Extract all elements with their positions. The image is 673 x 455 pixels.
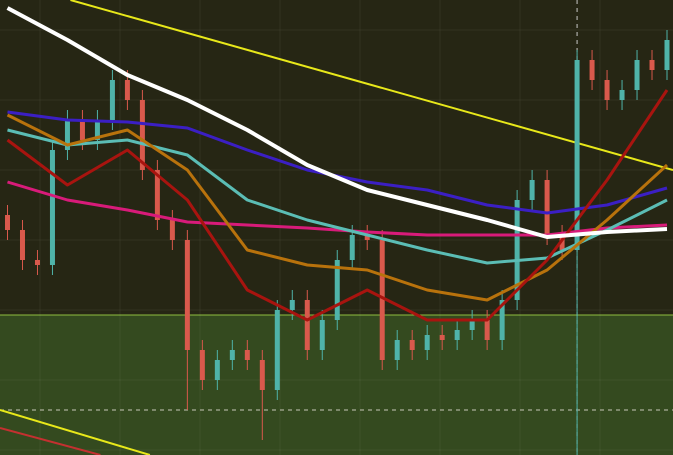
candle-body — [499, 300, 505, 340]
candle-body — [139, 100, 145, 170]
candle-body — [454, 330, 460, 340]
candle-body — [544, 180, 550, 235]
candle-body — [574, 60, 580, 250]
candle-body — [649, 60, 655, 70]
candle-body — [334, 260, 340, 320]
candle-body — [349, 235, 355, 260]
moving-average — [7, 180, 668, 237]
candle-body — [34, 260, 40, 265]
candle-body — [424, 335, 430, 350]
candle-body — [304, 300, 310, 350]
candle-body — [439, 335, 445, 340]
candle-body — [19, 230, 25, 260]
candle-body — [529, 180, 535, 200]
candle-body — [259, 360, 265, 390]
candle-body — [64, 120, 70, 150]
candle-body — [394, 340, 400, 360]
candle-body — [484, 320, 490, 340]
candle-body — [289, 300, 295, 310]
candle-body — [664, 40, 670, 70]
candle-body — [4, 215, 10, 230]
candle-body — [469, 320, 475, 330]
moving-average — [6, 89, 669, 322]
candle-body — [634, 60, 640, 90]
trendline — [0, 427, 101, 455]
candle-body — [184, 240, 190, 350]
candle-body — [589, 60, 595, 80]
candle-body — [214, 360, 220, 380]
candle-body — [514, 200, 520, 300]
lower-zone — [0, 315, 673, 455]
candle-body — [169, 220, 175, 240]
candle-body — [274, 310, 280, 390]
candle-body — [319, 320, 325, 350]
candle-body — [124, 80, 130, 100]
candle-body — [109, 80, 115, 120]
candle-body — [79, 120, 85, 140]
candle-body — [409, 340, 415, 350]
moving-average — [7, 128, 668, 265]
candle-body — [154, 170, 160, 220]
candle-body — [94, 120, 100, 140]
candle-body — [49, 150, 55, 265]
candle-body — [364, 235, 370, 240]
candle-body — [199, 350, 205, 380]
candle-body — [229, 350, 235, 360]
candle-body — [244, 350, 250, 360]
candle-body — [379, 240, 385, 360]
moving-average — [6, 113, 669, 302]
trendline — [0, 409, 151, 455]
candle-body — [619, 90, 625, 100]
candle-body — [604, 80, 610, 100]
trendline — [70, 0, 673, 171]
moving-average — [6, 6, 668, 239]
